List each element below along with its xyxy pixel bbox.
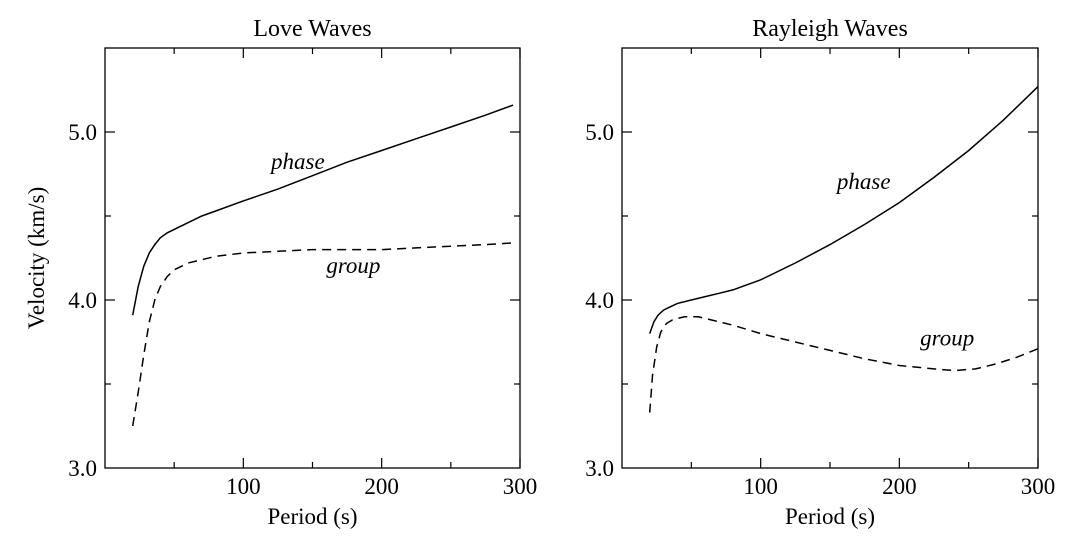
love-plot-frame (104, 47, 521, 469)
love-x-tick-label: 200 (364, 474, 399, 499)
love-group-velocity-line (131, 242, 514, 427)
love-y-tick-label: 4.0 (68, 288, 97, 313)
love-y-tick-label: 3.0 (68, 456, 97, 481)
rayleigh-y-tick-label: 5.0 (585, 120, 614, 145)
love-x-axis-label: Period (s) (267, 504, 357, 529)
love-chart-title: Love Waves (253, 16, 371, 42)
rayleigh-plot-frame (621, 47, 1039, 469)
love-x-tick-label: 100 (226, 474, 261, 499)
love-group-annotation: group (326, 253, 380, 278)
rayleigh-x-tick-label: 300 (1021, 474, 1056, 499)
love-y-axis-label: Velocity (km/s) (24, 187, 49, 329)
love-phase-velocity-line (131, 104, 514, 316)
rayleigh-group-velocity-line (648, 316, 1039, 413)
rayleigh-x-tick-label: 200 (882, 474, 917, 499)
rayleigh-y-tick-label: 4.0 (585, 288, 614, 313)
love-x-tick-label: 300 (503, 474, 538, 499)
rayleigh-waves-panel: Rayleigh Waves 100 200 300 3.0 4.0 5.0 Period (… (585, 16, 1055, 529)
rayleigh-x-axis-label: Period (s) (785, 504, 875, 529)
love-y-tick-label: 5.0 (68, 120, 97, 145)
rayleigh-phase-annotation: phase (835, 169, 891, 194)
rayleigh-x-tick-label: 100 (743, 474, 778, 499)
love-phase-annotation: phase (269, 149, 325, 174)
rayleigh-group-annotation: group (920, 325, 974, 350)
love-waves-panel: Love Waves 100 200 300 3.0 4.0 5.0 Period (s) Ve… (24, 16, 537, 529)
rayleigh-phase-velocity-line (648, 86, 1039, 334)
rayleigh-y-tick-label: 3.0 (585, 456, 614, 481)
rayleigh-chart-title: Rayleigh Waves (752, 16, 908, 42)
